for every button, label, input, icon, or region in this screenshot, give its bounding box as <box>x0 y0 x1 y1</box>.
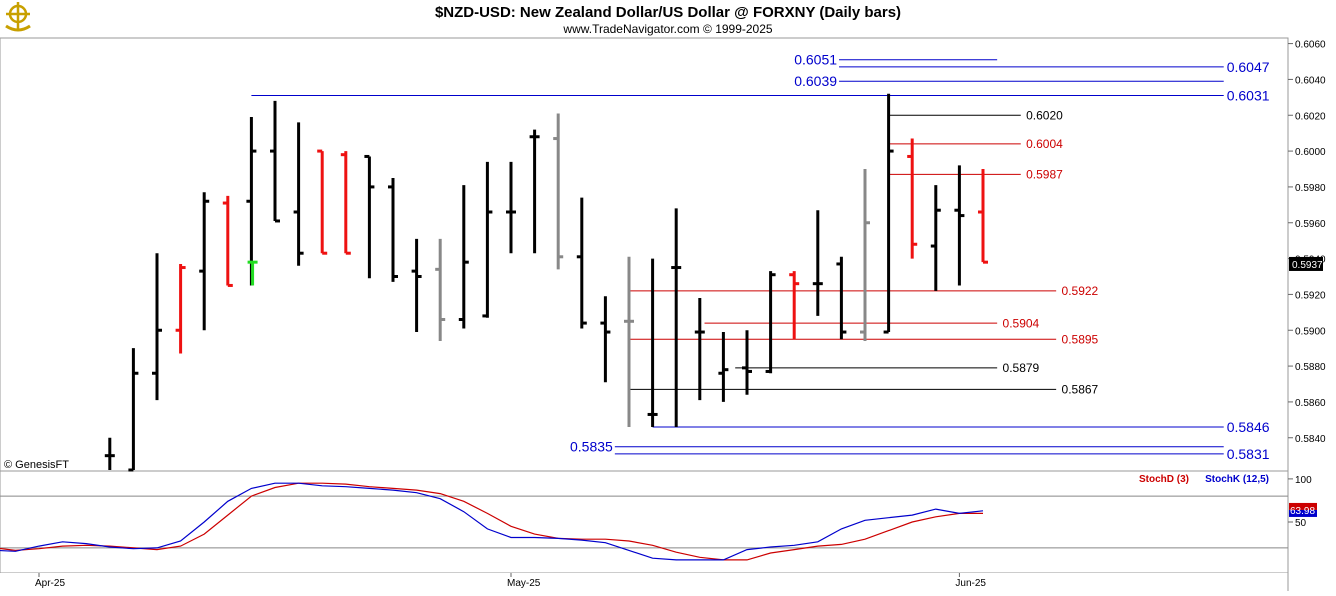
ohlc-bar <box>624 256 634 427</box>
ohlc-bar <box>482 161 493 318</box>
level-label: 0.5831 <box>1227 446 1270 462</box>
price-tick-label: 0.6020 <box>1295 111 1326 122</box>
ohlc-bar <box>317 149 328 255</box>
ohlc-bar <box>152 253 162 401</box>
stoch-y-axis: 100 50 <box>1288 475 1312 529</box>
level-lines: 0.6051 0.6047 0.6039 0.6031 0.6020 0.6004 0.59… <box>251 52 1270 462</box>
legend-stoch-k: StochK (12,5) <box>1205 474 1269 485</box>
stoch-value-badge: 63.98 <box>1289 502 1317 517</box>
stoch-tick-label: 50 <box>1295 518 1307 529</box>
price-tick-label: 0.5920 <box>1295 290 1326 301</box>
price-panel <box>0 37 1289 472</box>
ohlc-bar <box>789 271 800 340</box>
level-label: 0.6051 <box>794 52 837 68</box>
last-price-box <box>1289 256 1323 271</box>
ohlc-bar <box>600 296 611 383</box>
price-tick-label: 0.6040 <box>1295 75 1326 86</box>
level-label: 0.5922 <box>1062 284 1099 298</box>
badge-bottom <box>1289 509 1317 517</box>
level-label: 0.6039 <box>794 73 837 89</box>
legend-stoch-d: StochD (3) <box>1139 474 1189 485</box>
ohlc-bar <box>104 437 115 470</box>
ohlc-bars <box>104 93 988 472</box>
ohlc-bar <box>718 332 729 402</box>
badge-top <box>1289 502 1317 510</box>
price-tick-label: 0.5840 <box>1295 434 1326 445</box>
ohlc-bar <box>506 161 516 254</box>
ohlc-bar <box>247 260 258 286</box>
ohlc-bar <box>742 330 752 395</box>
logo <box>0 0 40 36</box>
ohlc-bar <box>340 151 351 255</box>
stoch-tick-label: 100 <box>1295 475 1312 486</box>
ohlc-bar <box>529 129 540 254</box>
stoch-series <box>0 482 984 561</box>
ohlc-bar <box>270 100 280 223</box>
stoch-line <box>0 482 984 561</box>
level-label: 0.5835 <box>570 439 613 455</box>
ohlc-bar <box>883 93 894 334</box>
chart-title: $NZD-USD: New Zealand Dollar/US Dollar @… <box>435 4 901 21</box>
ohlc-bar <box>860 169 870 341</box>
ohlc-bar <box>647 258 658 427</box>
level-label: 0.5987 <box>1026 168 1063 182</box>
level-label: 0.6047 <box>1227 59 1270 75</box>
ohlc-bar <box>435 238 446 341</box>
x-tick-label: Apr-25 <box>35 578 65 589</box>
ohlc-bar <box>812 210 823 316</box>
x-tick-label: Jun-25 <box>955 578 986 589</box>
ohlc-bar <box>954 165 965 286</box>
last-price-marker: 0.5937 <box>1289 256 1323 271</box>
level-label: 0.6031 <box>1227 87 1270 103</box>
price-tick-label: 0.5900 <box>1295 326 1326 337</box>
ohlc-bar <box>553 113 564 270</box>
stoch-panel <box>0 470 1289 574</box>
price-tick-label: 0.5960 <box>1295 219 1326 230</box>
ohlc-bar <box>246 117 257 286</box>
level-label: 0.5879 <box>1003 361 1040 375</box>
price-tick-label: 0.6060 <box>1295 40 1326 51</box>
last-price-label: 0.5937 <box>1292 260 1323 271</box>
time-x-axis: Apr-25 May-25 Jun-25 <box>35 573 986 589</box>
ohlc-bar <box>836 256 847 340</box>
ohlc-bar <box>128 348 139 472</box>
level-label: 0.6020 <box>1026 108 1063 122</box>
level-label: 0.5867 <box>1062 383 1099 397</box>
ohlc-bar <box>222 195 233 287</box>
ohlc-bar <box>293 122 304 266</box>
ohlc-bar <box>199 192 210 331</box>
x-tick-label: May-25 <box>507 578 541 589</box>
price-tick-label: 0.5980 <box>1295 183 1326 194</box>
ship-wheel-logo-icon <box>5 2 31 32</box>
price-tick-label: 0.6000 <box>1295 147 1326 158</box>
level-label: 0.5904 <box>1003 316 1040 330</box>
level-label: 0.5895 <box>1062 332 1099 346</box>
stoch-reference-lines <box>0 495 1288 549</box>
time-axis <box>0 573 1288 591</box>
stoch-legend: StochD (3) StochK (12,5) <box>1139 474 1269 485</box>
watermark: © GenesisFT <box>4 459 69 471</box>
ohlc-bar <box>388 177 398 282</box>
level-label: 0.6004 <box>1026 137 1063 151</box>
ohlc-bar <box>671 208 682 427</box>
ohlc-bar <box>458 185 469 329</box>
ohlc-bar <box>930 185 941 291</box>
ohlc-bar <box>765 271 776 374</box>
ohlc-bar <box>175 263 186 354</box>
ohlc-bar <box>907 138 918 259</box>
chart-subtitle: www.TradeNavigator.com © 1999-2025 <box>562 22 772 36</box>
ohlc-bar <box>411 238 422 333</box>
level-label: 0.5846 <box>1227 419 1270 435</box>
ohlc-bar <box>576 197 587 329</box>
price-tick-label: 0.5880 <box>1295 362 1326 373</box>
stoch-badge-label: 63.98 <box>1290 506 1315 517</box>
price-tick-label: 0.5860 <box>1295 398 1326 409</box>
price-axis <box>1288 38 1336 471</box>
stoch-line <box>0 482 983 561</box>
ohlc-bar <box>364 154 375 279</box>
ohlc-bar <box>694 298 705 401</box>
ohlc-bar <box>978 169 988 264</box>
